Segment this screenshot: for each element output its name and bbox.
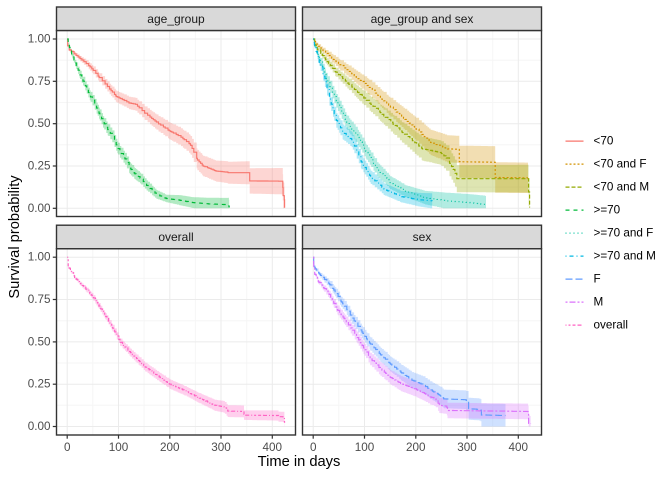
svg-text:<70 and M: <70 and M [594, 181, 650, 194]
svg-text:0.00: 0.00 [28, 202, 51, 215]
svg-text:0.00: 0.00 [28, 420, 51, 433]
svg-text:>=70: >=70 [594, 204, 621, 217]
svg-text:0.50: 0.50 [28, 335, 51, 348]
svg-text:0.50: 0.50 [28, 117, 51, 130]
svg-text:0.75: 0.75 [28, 293, 51, 306]
svg-text:>=70 and M: >=70 and M [594, 250, 656, 263]
svg-text:F: F [594, 273, 601, 286]
svg-text:0: 0 [64, 441, 71, 454]
svg-text:sex: sex [413, 230, 432, 244]
svg-text:>=70 and F: >=70 and F [594, 227, 654, 240]
svg-text:100: 100 [355, 441, 375, 454]
svg-text:200: 200 [406, 441, 426, 454]
svg-text:400: 400 [509, 441, 529, 454]
svg-text:100: 100 [109, 441, 129, 454]
svg-text:Survival probability: Survival probability [7, 175, 23, 299]
svg-text:age_group and sex: age_group and sex [371, 12, 474, 26]
svg-text:Time in days: Time in days [258, 454, 341, 470]
svg-text:0.75: 0.75 [28, 75, 51, 88]
svg-text:300: 300 [211, 441, 231, 454]
svg-text:400: 400 [263, 441, 283, 454]
svg-text:M: M [594, 296, 604, 309]
svg-text:0.25: 0.25 [28, 378, 51, 391]
svg-text:overall: overall [594, 319, 628, 332]
svg-text:200: 200 [160, 441, 180, 454]
svg-text:<70: <70 [594, 135, 614, 148]
svg-text:0: 0 [310, 441, 317, 454]
svg-text:300: 300 [457, 441, 477, 454]
svg-text:overall: overall [158, 230, 193, 244]
svg-text:1.00: 1.00 [28, 251, 51, 264]
svg-text:age_group: age_group [147, 12, 205, 26]
svg-text:<70 and F: <70 and F [594, 158, 647, 171]
svg-text:1.00: 1.00 [28, 33, 51, 46]
svg-text:0.25: 0.25 [28, 160, 51, 173]
